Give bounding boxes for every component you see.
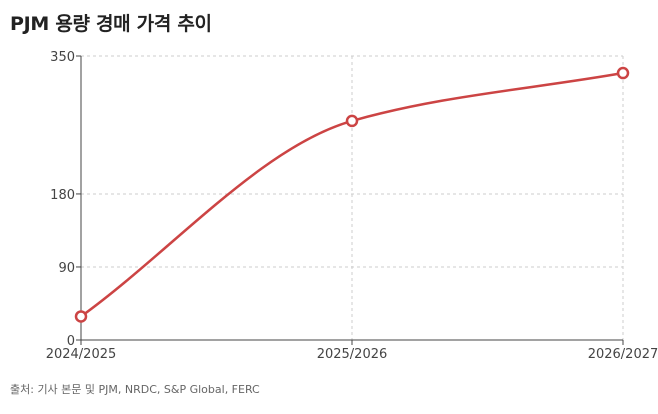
tick-labels: 0 90 180 350 2024/2025 2025/2026 2026/2027 <box>46 50 658 362</box>
source-note: 출처: 기사 본문 및 PJM, NRDC, S&P Global, FERC <box>10 383 260 396</box>
data-point <box>616 66 630 80</box>
y-tick-label: 0 <box>67 334 75 349</box>
grid-lines <box>81 55 624 340</box>
x-tick-label: 2026/2027 <box>588 347 658 362</box>
y-tick-label: 350 <box>50 50 75 65</box>
data-point <box>345 114 359 128</box>
series-layer <box>74 66 630 323</box>
axes <box>76 55 624 345</box>
x-tick-label: 2024/2025 <box>46 347 117 362</box>
data-point <box>74 310 88 323</box>
y-tick-label: 90 <box>58 261 75 276</box>
y-tick-label: 180 <box>50 188 75 203</box>
chart-title: PJM 용량 경매 가격 추이 <box>10 13 212 35</box>
x-tick-label: 2025/2026 <box>317 347 388 362</box>
